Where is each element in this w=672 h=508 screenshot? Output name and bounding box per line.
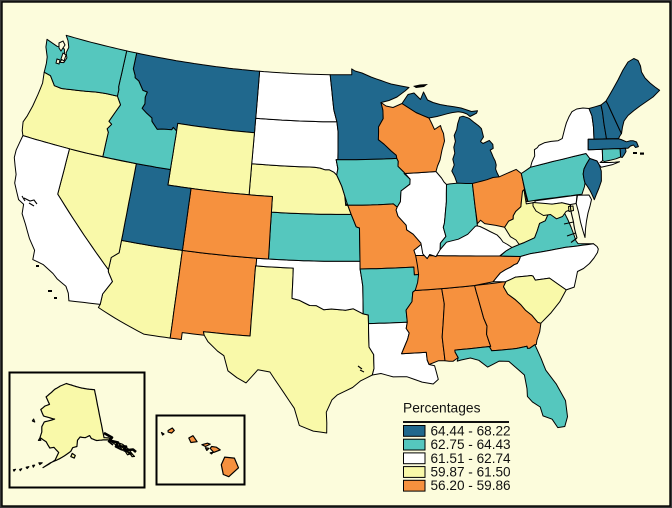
svg-text:59.87 - 61.50: 59.87 - 61.50 <box>431 465 512 480</box>
svg-text:56.20 - 59.86: 56.20 - 59.86 <box>431 478 511 493</box>
svg-text:64.44 - 68.22: 64.44 - 68.22 <box>431 423 511 438</box>
svg-text:Percentages: Percentages <box>403 401 481 416</box>
svg-text:62.75 - 64.43: 62.75 - 64.43 <box>431 437 511 452</box>
svg-text:61.51 - 62.74: 61.51 - 62.74 <box>431 451 512 466</box>
